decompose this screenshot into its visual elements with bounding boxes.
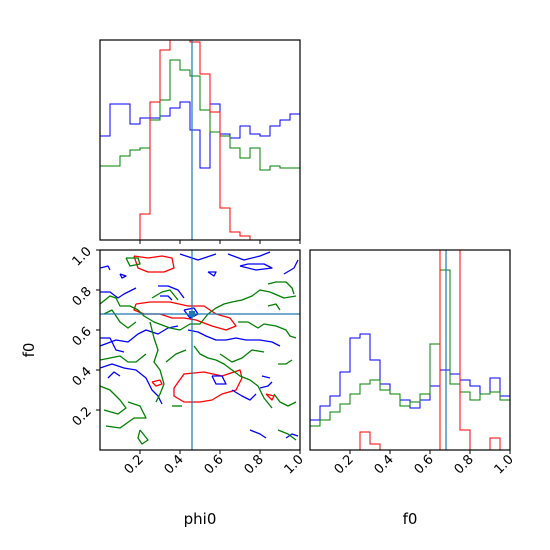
contour-line xyxy=(173,369,243,403)
contour-line xyxy=(158,285,185,299)
contour-line xyxy=(227,251,271,261)
truth-marker xyxy=(189,311,195,317)
contour-line xyxy=(100,337,125,353)
contour-line xyxy=(100,289,297,331)
contour-line xyxy=(107,371,121,379)
contour-line xyxy=(151,289,179,301)
contour-line xyxy=(277,429,297,441)
contour-line xyxy=(100,325,179,347)
contour-line xyxy=(133,255,175,273)
contour-line xyxy=(273,393,297,407)
contour-line xyxy=(149,321,165,403)
contour-line xyxy=(259,381,273,389)
phi0-histogram-frame xyxy=(99,39,301,241)
histogram-series-0 xyxy=(99,101,301,240)
contour-line xyxy=(119,273,127,279)
contour-line xyxy=(285,433,299,439)
contour-line xyxy=(238,321,297,339)
contour-line xyxy=(283,259,299,275)
x-axis-label-phi0: phi0 xyxy=(184,510,217,528)
contour-line xyxy=(193,345,273,409)
histogram-series-1 xyxy=(309,269,511,450)
phi0-histogram-panel xyxy=(99,39,301,244)
y-axis-label-f0: f0 xyxy=(20,343,38,358)
contour-line xyxy=(100,287,137,299)
contour-line xyxy=(151,379,163,387)
contour-line xyxy=(137,429,149,445)
contour-line xyxy=(100,385,127,415)
contour-line xyxy=(219,349,265,363)
contour-line xyxy=(179,253,217,261)
contour-line xyxy=(100,353,147,363)
contour-line xyxy=(160,295,173,301)
contour-line xyxy=(249,429,267,439)
contour-line xyxy=(207,271,217,277)
contour-line xyxy=(267,281,295,295)
contour-frame xyxy=(99,249,301,451)
contour-line xyxy=(187,329,281,347)
x-axis-label-f0: f0 xyxy=(403,510,418,528)
f0-histogram-frame xyxy=(309,249,511,451)
contour-line xyxy=(100,265,111,271)
contour-line xyxy=(231,389,257,401)
contour-line xyxy=(278,359,293,365)
contour-line xyxy=(165,349,187,363)
contour-line xyxy=(239,263,273,271)
contour-line xyxy=(100,363,163,405)
histogram-series-1 xyxy=(99,59,301,240)
contour-line xyxy=(267,303,281,311)
contour-line xyxy=(125,257,141,267)
contour-line xyxy=(261,375,271,379)
histogram-series-2 xyxy=(100,39,300,241)
contour-line xyxy=(265,393,275,401)
contour-line xyxy=(211,375,227,385)
contour-line xyxy=(103,309,137,329)
contour-line xyxy=(105,401,147,429)
